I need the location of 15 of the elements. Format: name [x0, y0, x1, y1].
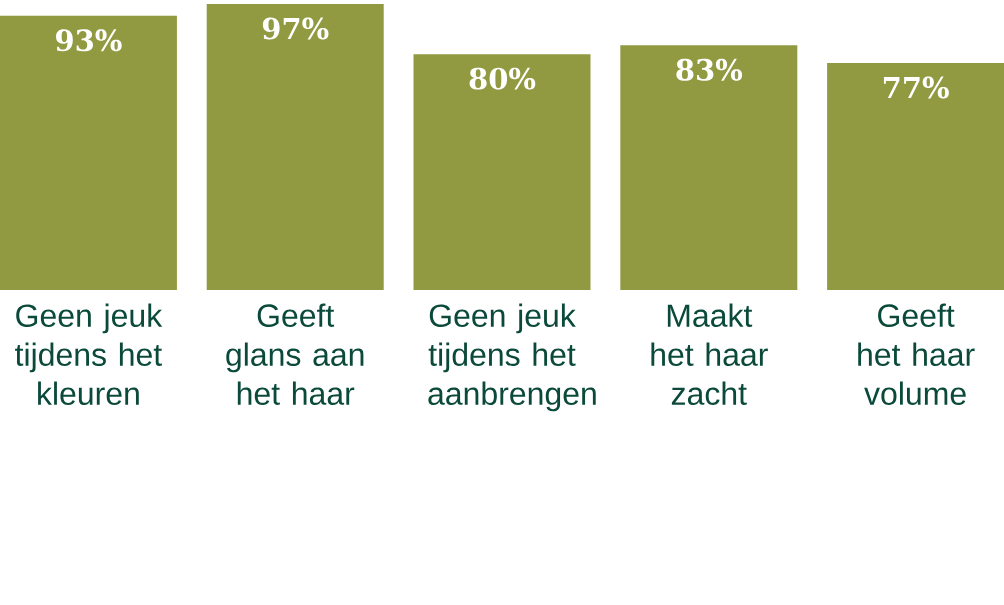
x-tick-label: Geen jeuk tijdens het kleuren — [15, 303, 163, 406]
data-label: 93% — [56, 29, 122, 52]
bar — [206, 4, 384, 290]
bar — [413, 54, 591, 290]
bar — [620, 45, 798, 290]
data-label: 77% — [883, 76, 949, 99]
data-label: 97% — [262, 17, 329, 40]
bar — [0, 15, 177, 290]
data-label: 80% — [469, 67, 536, 90]
x-tick-label: Geen jeuk tijdens het aanbrengen — [428, 303, 596, 412]
data-label: 83% — [676, 58, 743, 81]
x-tick-label: Geeft het haar volume — [858, 303, 975, 405]
x-tick-label: Geeft glans aan het haar — [226, 303, 364, 405]
x-tick-label: Maakt het haar zacht — [651, 303, 768, 406]
bar — [827, 62, 1004, 290]
